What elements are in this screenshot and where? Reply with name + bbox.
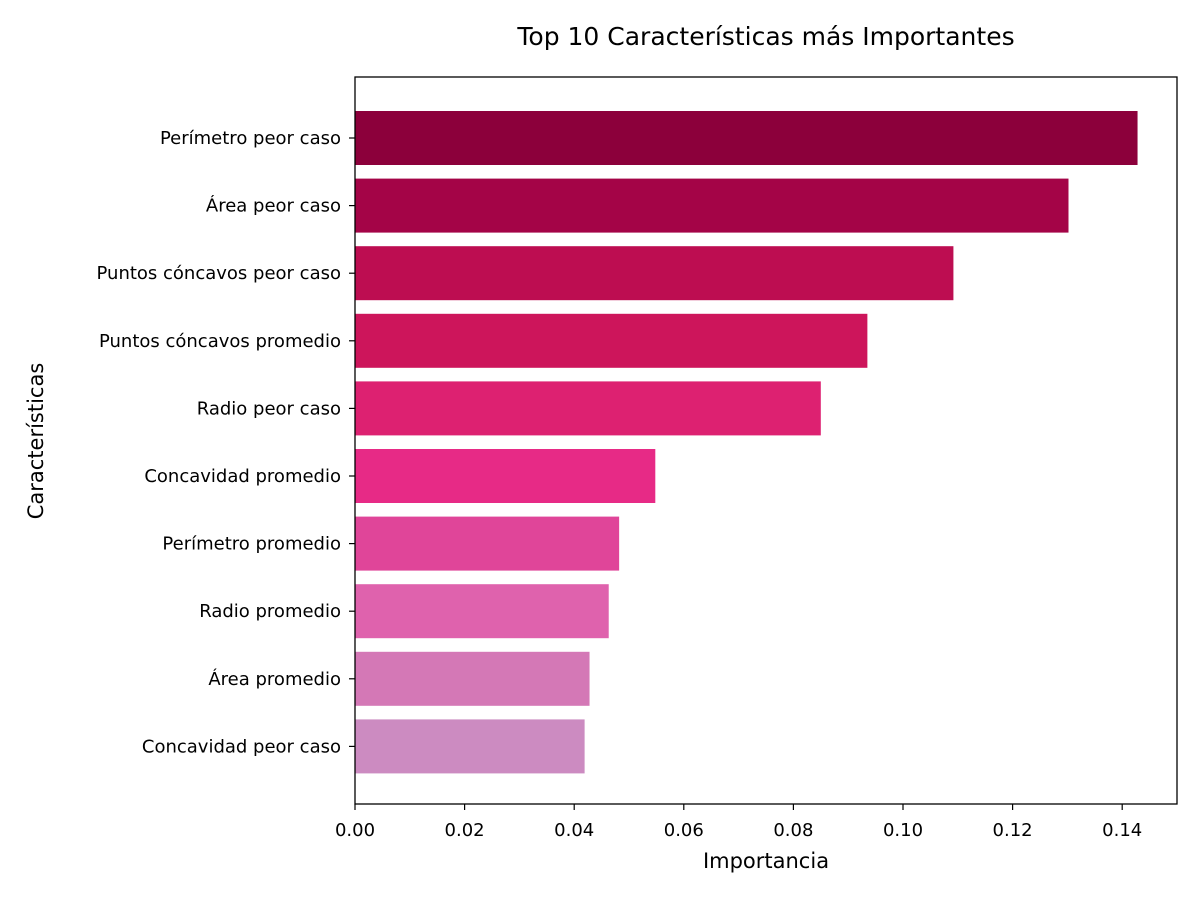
bars-group [355,111,1138,774]
y-tick-label: Radio peor caso [197,398,341,419]
bar [355,313,868,368]
y-tick-label: Área peor caso [206,195,341,217]
y-tick-label: Puntos cóncavos peor caso [97,263,342,284]
x-tick-label: 0.12 [993,820,1033,841]
bar [355,178,1069,233]
x-axis-label: Importancia [703,849,829,873]
y-tick-label: Concavidad peor caso [142,736,341,757]
x-tick-label: 0.10 [883,820,923,841]
bar [355,246,954,301]
y-tick-label: Radio promedio [199,601,341,622]
bar [355,584,609,639]
bar [355,381,821,436]
y-tick-label: Perímetro peor caso [160,128,341,149]
y-tick-label: Perímetro promedio [162,534,341,555]
x-tick-label: 0.08 [773,820,813,841]
y-tick-label: Área promedio [208,668,341,690]
x-tick-label: 0.06 [664,820,704,841]
bar [355,111,1138,165]
bar [355,719,585,774]
y-tick-labels: Perímetro peor caso Área peor caso Puntos … [97,128,355,757]
x-tick-label: 0.02 [445,820,485,841]
y-axis-label: Características [24,363,48,520]
x-tick-label: 0.04 [554,820,594,841]
plot-frame [354,76,1178,805]
bar [355,516,620,571]
y-tick-label: Puntos cóncavos promedio [99,331,341,352]
bar [355,449,656,503]
x-tick-label: 0.00 [335,820,375,841]
chart-title: Top 10 Características más Importantes [516,22,1014,51]
y-tick-label: Concavidad promedio [144,466,341,487]
x-tick-label: 0.14 [1102,820,1142,841]
x-tick-labels: 0.00 0.02 0.04 0.06 0.08 0.10 0.12 0.14 [335,804,1142,841]
bar [355,651,590,706]
